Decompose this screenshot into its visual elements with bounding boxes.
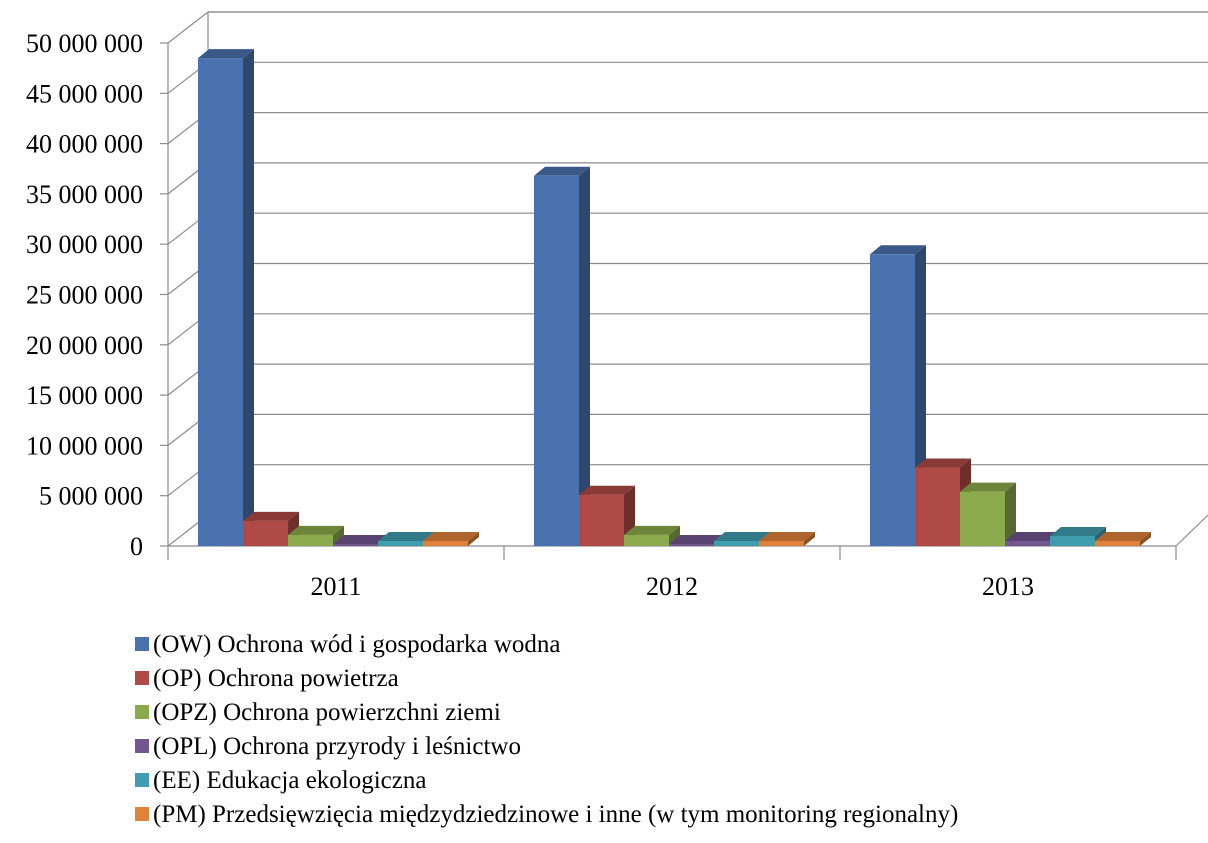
legend-swatch	[135, 671, 149, 685]
bar	[198, 49, 254, 547]
legend-item: (PM) Przedsięwzięcia międzydziedzinowe i…	[135, 801, 958, 828]
bar	[534, 166, 590, 547]
legend-swatch	[135, 773, 149, 787]
bar-top	[759, 531, 815, 541]
y-tick-label: 50 000 000	[26, 29, 143, 58]
bar-top	[960, 482, 1016, 492]
x-tick-label: 2013	[982, 572, 1034, 601]
legend-item: (OPZ) Ochrona powierzchni ziemi	[135, 699, 501, 726]
legend-label: (PM) Przedsięwzięcia międzydziedzinowe i…	[153, 801, 958, 828]
legend-item: (OPL) Ochrona przyrody i leśnictwo	[135, 733, 521, 760]
bar-top	[378, 531, 434, 541]
bar-top	[288, 525, 344, 535]
y-axis: 0 5 000 000 10 000 000 15 000 000 20 000 000…	[26, 29, 169, 561]
bar-front	[669, 543, 714, 546]
bar-side	[468, 531, 479, 546]
bar-front	[423, 540, 468, 546]
floor-right-edge	[1175, 514, 1208, 547]
legend-swatch	[135, 739, 149, 753]
bar-front	[378, 540, 423, 546]
bar	[1095, 531, 1151, 546]
y-tick-label: 30 000 000	[26, 230, 143, 259]
bar-front	[1095, 540, 1140, 546]
bar-front	[960, 491, 1005, 546]
bar-top	[579, 485, 635, 495]
y-tick-label: 20 000 000	[26, 331, 143, 360]
x-tick-label: 2012	[646, 572, 698, 601]
bar-front	[288, 534, 333, 546]
y-tick-label: 25 000 000	[26, 281, 143, 310]
gridlines	[167, 11, 1208, 547]
bar-top	[423, 531, 479, 541]
bar-front	[243, 520, 288, 546]
x-tick-label: 2011	[310, 572, 361, 601]
bar-top	[534, 166, 590, 176]
bar-side	[1005, 482, 1016, 546]
y-tick-label: 40 000 000	[26, 130, 143, 159]
bar-top	[1005, 531, 1061, 541]
legend-label: (OP) Ochrona powietrza	[153, 665, 399, 692]
bar-top	[624, 525, 680, 535]
bar-front	[714, 540, 759, 546]
legend-item: (OW) Ochrona wód i gospodarka wodna	[135, 631, 561, 658]
legend-swatch	[135, 807, 149, 821]
bar-front	[534, 175, 579, 547]
bar-front	[870, 254, 915, 546]
bar-side	[669, 525, 680, 546]
bar	[624, 525, 680, 546]
bar-side	[1140, 531, 1151, 546]
legend-label: (OPL) Ochrona przyrody i leśnictwo	[153, 733, 521, 760]
bar-top	[714, 531, 770, 541]
gridline-side	[167, 11, 209, 44]
y-tick-label: 45 000 000	[26, 79, 143, 108]
bar-front	[333, 543, 378, 546]
y-tick-label: 15 000 000	[26, 381, 143, 410]
bar-top	[870, 245, 926, 255]
bar-front	[579, 494, 624, 546]
bar-top	[669, 534, 725, 544]
legend-item: (EE) Edukacja ekologiczna	[135, 767, 426, 794]
bar-side	[804, 531, 815, 546]
bar-top	[1050, 526, 1106, 536]
bar-top	[198, 49, 254, 59]
legend-label: (OW) Ochrona wód i gospodarka wodna	[153, 631, 561, 658]
legend-swatch	[135, 637, 149, 651]
bar-front	[624, 534, 669, 546]
bar-top	[1095, 531, 1151, 541]
legend-item: (OP) Ochrona powietrza	[135, 665, 399, 692]
y-tick-label: 10 000 000	[26, 431, 143, 460]
bar-top	[333, 534, 389, 544]
bar-side	[333, 525, 344, 546]
bar	[960, 482, 1016, 546]
bar	[759, 531, 815, 546]
legend-swatch	[135, 705, 149, 719]
legend-label: (OPZ) Ochrona powierzchni ziemi	[153, 699, 501, 726]
bar-top	[915, 458, 971, 468]
x-axis: 2011 2012 2013	[167, 546, 1177, 601]
bar-front	[1005, 540, 1050, 546]
bar-front	[198, 58, 243, 547]
y-tick-label: 35 000 000	[26, 180, 143, 209]
legend: (OW) Ochrona wód i gospodarka wodna (OP) …	[135, 631, 958, 828]
bar-front	[759, 540, 804, 546]
bar-front	[915, 467, 960, 546]
bars	[198, 49, 1151, 547]
bar-top	[243, 511, 299, 521]
bar	[288, 525, 344, 546]
y-tick-label: 0	[130, 532, 143, 561]
legend-label: (EE) Edukacja ekologiczna	[153, 767, 426, 794]
bar-side	[579, 166, 590, 547]
bar-front	[1050, 535, 1095, 546]
bar	[243, 511, 299, 546]
bar	[423, 531, 479, 546]
y-tick-label: 5 000 000	[39, 482, 143, 511]
bar-side	[243, 49, 254, 547]
